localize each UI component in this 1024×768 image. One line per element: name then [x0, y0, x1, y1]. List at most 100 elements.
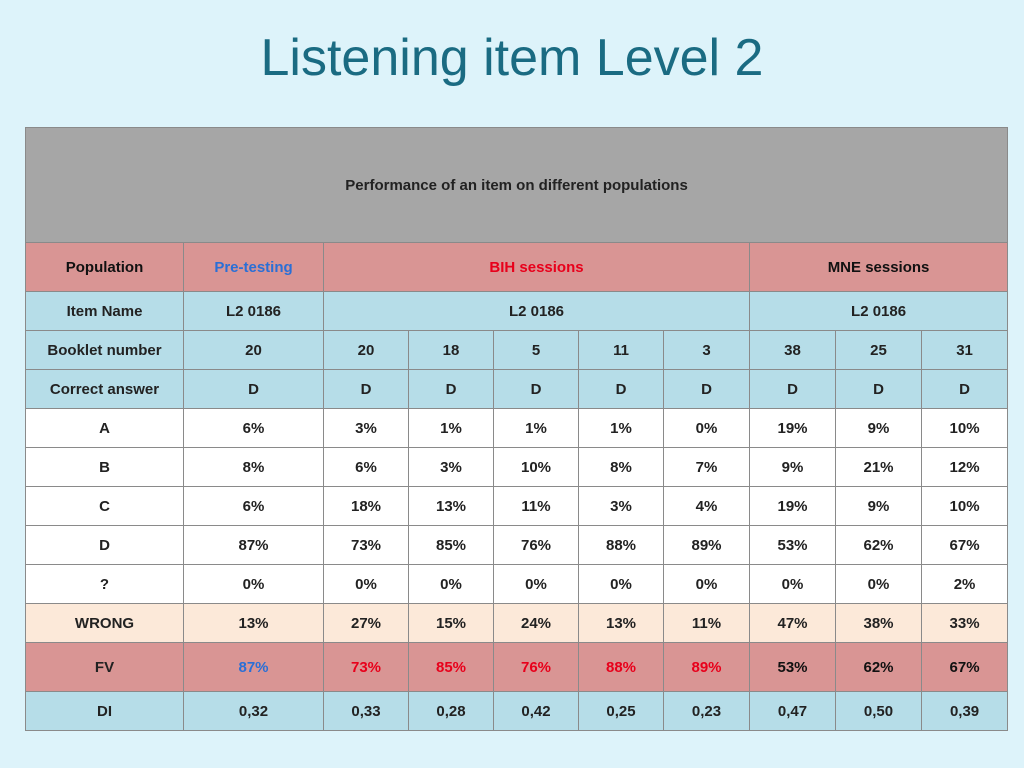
table-cell: 87%	[183, 525, 324, 565]
table-cell: 6%	[183, 486, 324, 526]
table-cell: 15%	[408, 603, 494, 643]
table-cell: 9%	[749, 447, 836, 487]
table-cell: 13%	[183, 603, 324, 643]
table-header: Performance of an item on different popu…	[24, 127, 1009, 243]
table-cell: 0,39	[920, 691, 1009, 731]
item-name-pre-testing: L2 0186	[183, 291, 324, 331]
table-row: Booklet number 20 20 18 5 11 3 38 25 31	[25, 330, 1009, 370]
table-cell: 0%	[749, 564, 836, 604]
table-cell: 47%	[749, 603, 836, 643]
table-cell: 0%	[578, 564, 664, 604]
row-label: A	[25, 408, 184, 448]
table-cell: 0%	[663, 564, 750, 604]
table-cell: 20	[323, 330, 409, 370]
table-cell: 0,47	[749, 691, 836, 731]
table-cell: 10%	[920, 486, 1009, 526]
table-cell: 73%	[323, 525, 409, 565]
table-cell: 11%	[663, 603, 750, 643]
population-label: Population	[25, 242, 184, 292]
table-cell: 3%	[323, 408, 409, 448]
table-row: ? 0% 0% 0% 0% 0% 0% 0% 0% 2%	[25, 564, 1009, 604]
table-cell: 0,32	[183, 691, 324, 731]
table-cell: 11	[578, 330, 664, 370]
table-cell: 21%	[835, 447, 922, 487]
table-cell: 85%	[408, 525, 494, 565]
table-cell: 0,28	[408, 691, 494, 731]
table-cell: 88%	[578, 525, 664, 565]
table-cell: 62%	[835, 642, 922, 692]
table-cell: 2%	[920, 564, 1009, 604]
table-row: D 87% 73% 85% 76% 88% 89% 53% 62% 67%	[25, 525, 1009, 565]
item-name-mne: L2 0186	[748, 291, 1009, 331]
table-cell: 4%	[663, 486, 750, 526]
table-row: DI 0,32 0,33 0,28 0,42 0,25 0,23 0,47 0,50 0,39	[25, 691, 1009, 731]
page-title: Listening item Level 2	[260, 29, 764, 87]
table-cell: 6%	[323, 447, 409, 487]
table-cell: 8%	[578, 447, 664, 487]
table-cell: 24%	[493, 603, 579, 643]
table-cell: 19%	[749, 486, 836, 526]
table-cell: D	[408, 369, 494, 409]
item-name-label: Item Name	[25, 291, 184, 331]
table-cell: 0%	[663, 408, 750, 448]
table-cell: 5	[493, 330, 579, 370]
table-cell: 73%	[323, 642, 409, 692]
table-cell: 33%	[920, 603, 1009, 643]
table-cell: 0%	[323, 564, 409, 604]
table-row: Correct answer D D D D D D D D D	[25, 369, 1009, 409]
mne-sessions-header: MNE sessions	[748, 242, 1009, 292]
table-cell: D	[578, 369, 664, 409]
table-row: B 8% 6% 3% 10% 8% 7% 9% 21% 12%	[25, 447, 1009, 487]
table-cell: 88%	[578, 642, 664, 692]
table-cell: 0%	[408, 564, 494, 604]
table-cell: 13%	[578, 603, 664, 643]
table-cell: 0%	[493, 564, 579, 604]
table-cell: 13%	[408, 486, 494, 526]
table-cell: 18%	[323, 486, 409, 526]
table-cell: 1%	[578, 408, 664, 448]
row-label: B	[25, 447, 184, 487]
table-cell: 38%	[835, 603, 922, 643]
table-cell: 27%	[323, 603, 409, 643]
table-cell: 9%	[835, 486, 922, 526]
table-cell: D	[183, 369, 324, 409]
table-cell: 7%	[663, 447, 750, 487]
row-label: D	[25, 525, 184, 565]
table-cell: 62%	[835, 525, 922, 565]
table-cell: D	[663, 369, 750, 409]
table-cell: 53%	[749, 642, 836, 692]
row-label: Correct answer	[25, 369, 184, 409]
bih-sessions-header: BIH sessions	[323, 242, 750, 292]
table-row: A 6% 3% 1% 1% 1% 0% 19% 9% 10%	[25, 408, 1009, 448]
row-label: Booklet number	[25, 330, 184, 370]
table-cell: 87%	[183, 642, 324, 692]
table-cell: 12%	[920, 447, 1009, 487]
table-cell: 10%	[920, 408, 1009, 448]
table-cell: 25	[835, 330, 922, 370]
table-cell: 0,42	[493, 691, 579, 731]
table-cell: 1%	[408, 408, 494, 448]
table-cell: 31	[920, 330, 1009, 370]
table-cell: 53%	[749, 525, 836, 565]
table-cell: 3	[663, 330, 750, 370]
row-label: C	[25, 486, 184, 526]
table-cell: 85%	[408, 642, 494, 692]
row-label: WRONG	[25, 603, 184, 643]
table-cell: 38	[749, 330, 836, 370]
table-cell: 0,25	[578, 691, 664, 731]
pre-testing-header: Pre-testing	[183, 242, 324, 292]
table-cell: 89%	[663, 642, 750, 692]
table-cell: 76%	[493, 525, 579, 565]
row-label: DI	[25, 691, 184, 731]
table-cell: 67%	[920, 525, 1009, 565]
table-row: C 6% 18% 13% 11% 3% 4% 19% 9% 10%	[25, 486, 1009, 526]
table-cell: D	[323, 369, 409, 409]
table-cell: 18	[408, 330, 494, 370]
table-cell: D	[920, 369, 1009, 409]
table-cell: 0%	[835, 564, 922, 604]
table-cell: 67%	[920, 642, 1009, 692]
table-cell: 11%	[493, 486, 579, 526]
table-row: FV 87% 73% 85% 76% 88% 89% 53% 62% 67%	[25, 642, 1009, 692]
table-cell: 76%	[493, 642, 579, 692]
performance-table: Performance of an item on different popu…	[24, 127, 1009, 731]
